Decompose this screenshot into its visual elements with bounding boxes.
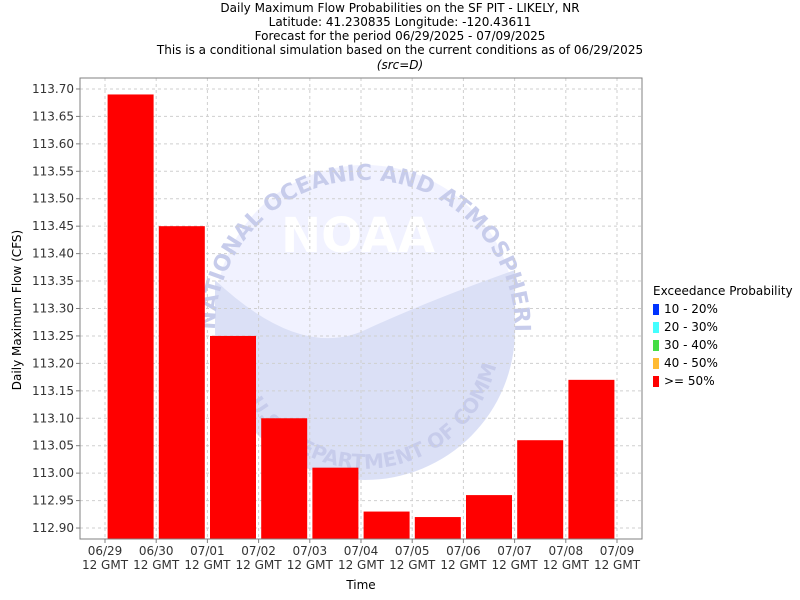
legend-label: 30 - 40% — [664, 338, 718, 352]
chart-subtitle-condition: This is a conditional simulation based o… — [156, 43, 644, 57]
x-tick-label-time: 12 GMT — [338, 558, 385, 572]
y-tick-label: 113.15 — [32, 384, 74, 398]
y-tick-label: 113.50 — [32, 192, 74, 206]
legend-swatch — [653, 339, 659, 351]
y-tick-label: 113.65 — [32, 109, 74, 123]
y-tick-label: 113.40 — [32, 247, 74, 261]
y-tick-label: 112.90 — [32, 521, 74, 535]
chart-subtitle-location: Latitude: 41.230835 Longitude: -120.4361… — [268, 15, 532, 29]
bar-07-06 — [466, 495, 512, 539]
legend-item: 30 - 40% — [653, 336, 793, 354]
bar-06-29 — [107, 94, 154, 539]
bar-06-30 — [158, 226, 205, 539]
legend-title: Exceedance Probability — [653, 284, 793, 298]
chart-title: Daily Maximum Flow Probabilities on the … — [220, 1, 580, 15]
chart-source-note: (src=D) — [376, 58, 424, 72]
y-tick-label: 113.55 — [32, 164, 74, 178]
y-axis-label: Daily Maximum Flow (CFS) — [10, 229, 24, 391]
legend-item: >= 50% — [653, 372, 793, 390]
y-tick-label: 113.45 — [32, 219, 74, 233]
y-tick-label: 113.70 — [32, 82, 74, 96]
legend-item: 40 - 50% — [653, 354, 793, 372]
legend: Exceedance Probability 10 - 20% 20 - 30% 3… — [653, 284, 793, 390]
x-tick-label-time: 12 GMT — [492, 558, 539, 572]
bar-07-03 — [312, 467, 359, 539]
legend-swatch — [653, 357, 659, 369]
x-tick-label-time: 12 GMT — [236, 558, 283, 572]
y-tick-label: 113.25 — [32, 329, 74, 343]
x-tick-label-date: 07/01 — [190, 544, 225, 558]
bar-07-08 — [568, 379, 615, 539]
x-tick-label-time: 12 GMT — [287, 558, 334, 572]
y-tick-label: 113.30 — [32, 302, 74, 316]
legend-label: 20 - 30% — [664, 320, 718, 334]
y-tick-label: 112.95 — [32, 494, 74, 508]
legend-item: 10 - 20% — [653, 300, 793, 318]
bar-07-04 — [363, 511, 410, 539]
legend-label: >= 50% — [664, 374, 715, 388]
x-tick-label-time: 12 GMT — [133, 558, 180, 572]
bar-07-02 — [261, 418, 308, 539]
y-tick-label: 113.35 — [32, 274, 74, 288]
x-tick-label-time: 12 GMT — [594, 558, 641, 572]
legend-label: 40 - 50% — [664, 356, 718, 370]
x-tick-label-date: 07/08 — [549, 544, 584, 558]
bar-07-01 — [210, 335, 256, 539]
x-tick-label-time: 12 GMT — [440, 558, 487, 572]
x-tick-label-date: 07/03 — [293, 544, 328, 558]
y-tick-label: 113.05 — [32, 439, 74, 453]
x-tick-label-time: 12 GMT — [82, 558, 129, 572]
x-tick-label-date: 06/30 — [139, 544, 174, 558]
x-tick-label-date: 07/04 — [344, 544, 379, 558]
x-tick-label-date: 07/06 — [446, 544, 481, 558]
x-tick-label-time: 12 GMT — [389, 558, 436, 572]
y-tick-label: 113.60 — [32, 137, 74, 151]
x-tick-label-time: 12 GMT — [184, 558, 231, 572]
legend-item: 20 - 30% — [653, 318, 793, 336]
x-tick-label-date: 07/07 — [497, 544, 532, 558]
x-tick-label-time: 12 GMT — [543, 558, 590, 572]
y-tick-label: 113.00 — [32, 466, 74, 480]
watermark-noaa-text: NOAA — [281, 208, 435, 264]
legend-swatch — [653, 321, 659, 333]
legend-swatch — [653, 303, 659, 315]
x-tick-label-date: 06/29 — [88, 544, 123, 558]
y-tick-label: 113.20 — [32, 356, 74, 370]
x-axis-label: Time — [346, 578, 376, 592]
legend-label: 10 - 20% — [664, 302, 718, 316]
chart-subtitle-period: Forecast for the period 06/29/2025 - 07/… — [254, 29, 546, 43]
bar-07-07 — [517, 440, 564, 539]
x-tick-label-date: 07/09 — [600, 544, 635, 558]
legend-swatch — [653, 375, 659, 387]
y-tick-label: 113.10 — [32, 411, 74, 425]
bar-07-05 — [414, 517, 461, 539]
x-tick-label-date: 07/02 — [241, 544, 276, 558]
x-tick-label-date: 07/05 — [395, 544, 430, 558]
